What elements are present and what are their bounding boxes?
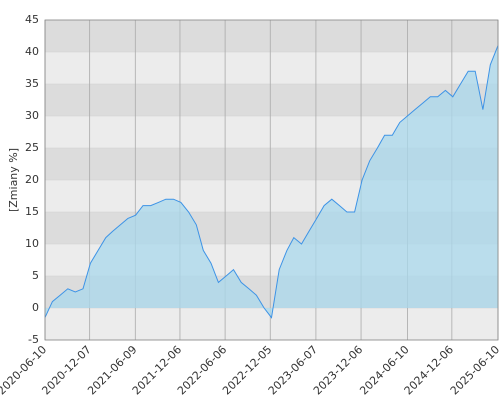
area — [45, 45, 498, 318]
y-tick-label: 0 — [32, 301, 39, 314]
line — [44, 45, 499, 319]
y-tick-label: -5 — [28, 333, 39, 346]
grid-band — [45, 20, 498, 52]
y-tick-label: 25 — [25, 141, 39, 154]
y-tick-label: 45 — [25, 13, 39, 26]
y-tick-label: 35 — [25, 77, 39, 90]
y-tick-label: 5 — [32, 269, 39, 282]
y-tick-label: 15 — [25, 205, 39, 218]
y-tick-label: 20 — [25, 173, 39, 186]
y-tick-label: 40 — [25, 45, 39, 58]
x-tick-label: 2025-06-10 — [448, 343, 500, 397]
plot-frame — [44, 19, 499, 341]
y-axis-label: [Zmiany %] — [7, 148, 20, 212]
grid-band — [45, 52, 498, 84]
y-tick-label: 30 — [25, 109, 39, 122]
y-tick-label: 10 — [25, 237, 39, 250]
